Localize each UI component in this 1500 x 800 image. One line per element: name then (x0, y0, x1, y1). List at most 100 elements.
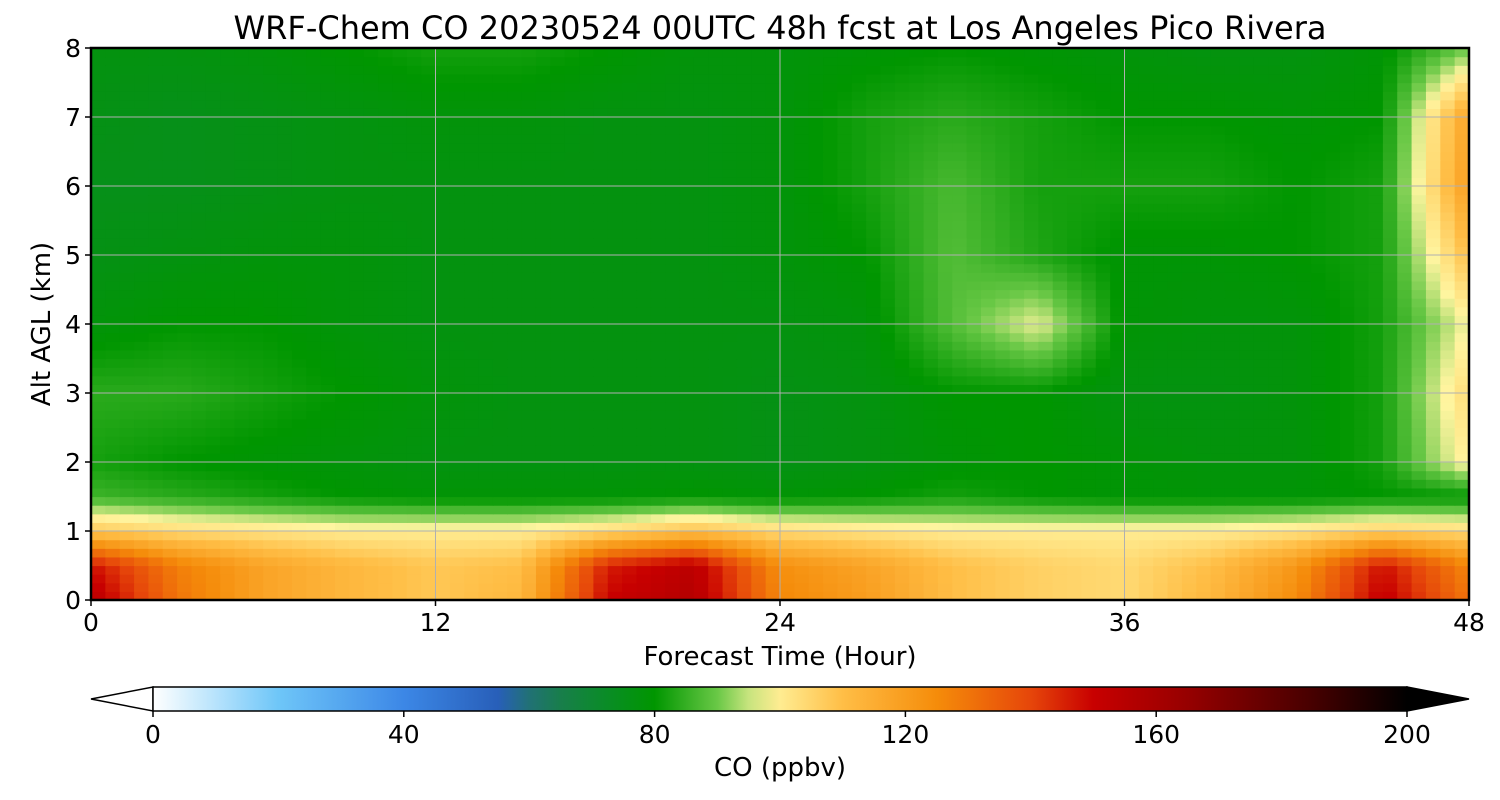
heatmap-cell (521, 367, 537, 377)
heatmap-cell (1052, 220, 1068, 230)
heatmap-cell (1411, 263, 1427, 273)
heatmap-cell (1296, 384, 1312, 394)
heatmap-cell (966, 505, 982, 515)
heatmap-cell (1024, 349, 1039, 360)
heatmap-cell (464, 453, 480, 463)
heatmap-cell (1052, 462, 1068, 472)
heatmap-cell (1038, 298, 1054, 308)
heatmap-cell (1095, 522, 1111, 532)
heatmap-cell (1081, 444, 1097, 454)
heatmap-cell (1339, 479, 1355, 489)
heatmap-cell (1181, 384, 1197, 394)
heatmap-cell (1339, 565, 1355, 575)
heatmap-cell (823, 211, 839, 222)
heatmap-cell (751, 375, 767, 385)
heatmap-cell (105, 556, 121, 567)
heatmap-cell (765, 220, 781, 230)
heatmap-cell (636, 565, 652, 575)
heatmap-cell (535, 315, 551, 325)
heatmap-cell (1354, 211, 1370, 222)
heatmap-cell (622, 203, 638, 213)
heatmap-cell (363, 237, 379, 247)
heatmap-cell (952, 574, 968, 584)
heatmap-cell (866, 255, 882, 265)
heatmap-cell (349, 427, 365, 437)
heatmap-cell (1210, 470, 1226, 480)
heatmap-cell (148, 539, 164, 549)
heatmap-cell (1354, 349, 1370, 360)
heatmap-cell (579, 531, 594, 541)
heatmap-cell (263, 410, 279, 420)
heatmap-cell (593, 556, 609, 567)
heatmap-cell (134, 505, 150, 515)
heatmap-cell (134, 151, 150, 161)
heatmap-cell (1440, 453, 1456, 463)
heatmap-cell (966, 306, 982, 316)
heatmap-cell (1440, 177, 1456, 187)
heatmap-cell (148, 324, 164, 334)
heatmap-cell (1138, 487, 1154, 498)
heatmap-cell (1024, 263, 1039, 273)
heatmap-cell (923, 487, 939, 498)
heatmap-cell (794, 513, 810, 523)
heatmap-cell (1253, 246, 1269, 256)
heatmap-cell (1368, 151, 1384, 161)
heatmap-cell (105, 513, 121, 523)
heatmap-cell (1454, 462, 1469, 472)
heatmap-cell (449, 522, 465, 532)
heatmap-cell (1153, 306, 1169, 316)
heatmap-cell (995, 160, 1011, 170)
heatmap-cell (1081, 393, 1097, 403)
heatmap-cell (148, 194, 164, 204)
heatmap-cell (622, 496, 638, 506)
heatmap-cell (880, 315, 896, 325)
heatmap-cell (1024, 401, 1039, 411)
heatmap-cell (392, 289, 408, 299)
heatmap-cell (1210, 229, 1226, 239)
heatmap-cell (277, 548, 293, 558)
heatmap-cell (851, 582, 867, 592)
heatmap-cell (320, 556, 336, 567)
heatmap-cell (579, 194, 594, 204)
heatmap-cell (808, 556, 824, 567)
heatmap-cell (1196, 324, 1212, 334)
heatmap-cell (1167, 505, 1183, 515)
heatmap-cell (823, 194, 839, 204)
heatmap-cell (751, 453, 767, 463)
heatmap-cell (263, 160, 279, 170)
heatmap-cell (780, 332, 795, 342)
heatmap-cell (708, 496, 724, 506)
heatmap-cell (306, 444, 322, 454)
heatmap-cell (1153, 151, 1169, 161)
heatmap-cell (521, 539, 537, 549)
heatmap-cell (248, 168, 264, 178)
heatmap-cell (794, 298, 810, 308)
heatmap-cell (794, 565, 810, 575)
heatmap-cell (980, 401, 996, 411)
heatmap-cell (291, 496, 307, 506)
heatmap-cell (1253, 393, 1269, 403)
heatmap-cell (909, 341, 925, 351)
heatmap-cell (636, 237, 652, 247)
heatmap-cell (1253, 229, 1269, 239)
heatmap-cell (1339, 393, 1355, 403)
heatmap-cell (1325, 513, 1341, 523)
heatmap-cell (363, 444, 379, 454)
heatmap-cell (751, 410, 767, 420)
heatmap-cell (736, 177, 752, 187)
heatmap-cell (1009, 306, 1025, 316)
heatmap-cell (507, 453, 523, 463)
heatmap-cell (1296, 211, 1312, 222)
heatmap-cell (1153, 263, 1169, 273)
heatmap-cell (1024, 531, 1039, 541)
heatmap-cell (177, 151, 193, 161)
heatmap-cell (1368, 298, 1384, 308)
heatmap-cell (679, 280, 695, 291)
heatmap-cell (220, 444, 236, 454)
heatmap-cell (679, 177, 695, 187)
heatmap-cell (1239, 410, 1255, 420)
heatmap-cell (535, 556, 551, 567)
heatmap-cell (1138, 272, 1154, 282)
heatmap-cell (349, 186, 365, 196)
heatmap-cell (679, 272, 695, 282)
